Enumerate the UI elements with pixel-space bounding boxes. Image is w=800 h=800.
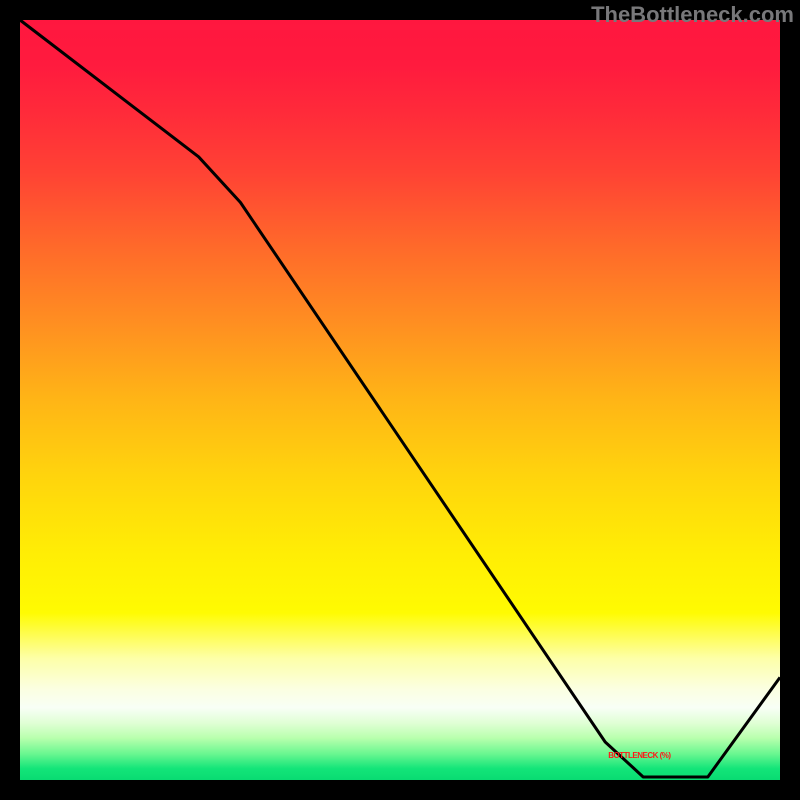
- chart-canvas: [0, 0, 800, 800]
- chart-root: TheBottleneck.com BOTTLENECK (%): [0, 0, 800, 800]
- gradient-plot-area: [20, 20, 780, 780]
- bottleneck-label: BOTTLENECK (%): [608, 751, 670, 760]
- watermark-text: TheBottleneck.com: [591, 2, 794, 28]
